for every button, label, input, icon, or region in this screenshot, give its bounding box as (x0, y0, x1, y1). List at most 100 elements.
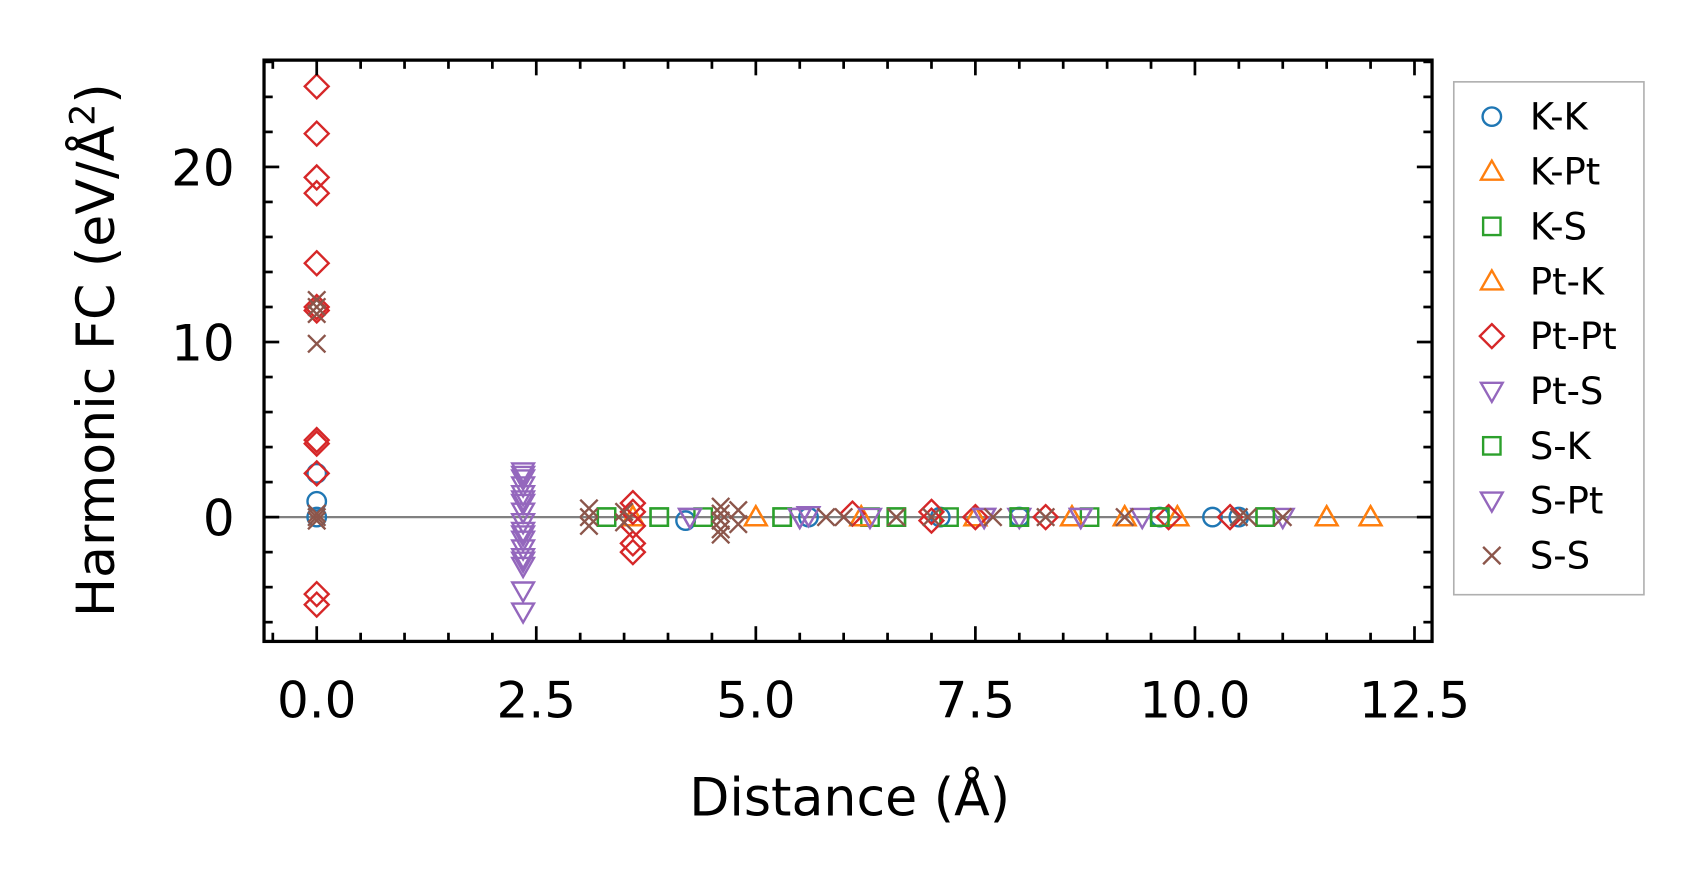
data-point (1238, 507, 1258, 527)
data-point (1216, 503, 1244, 531)
data-point (1255, 507, 1276, 527)
data-point (917, 506, 946, 535)
y-tick-label: 0 (203, 490, 235, 548)
data-point (510, 602, 537, 625)
legend-marker-square-icon (1481, 435, 1502, 456)
data-point (596, 507, 617, 527)
legend-marker-square-icon (1481, 216, 1502, 237)
data-point (742, 503, 769, 527)
x-tick-label: 10.0 (1139, 671, 1250, 729)
data-point (307, 290, 327, 310)
data-point (921, 507, 942, 527)
data-point (303, 426, 331, 454)
data-point (307, 507, 327, 527)
legend-label: S-Pt (1530, 480, 1604, 523)
legend-label: K-K (1530, 96, 1589, 139)
data-point (834, 507, 854, 527)
series-pt-pt (303, 72, 1244, 619)
legend-item-s-k: S-K (1481, 425, 1592, 468)
data-point (510, 556, 537, 580)
data-point (303, 120, 331, 148)
x-axis-label: Distance (Å) (689, 766, 1010, 828)
data-point (307, 334, 327, 354)
data-point (711, 511, 731, 531)
data-point (579, 516, 599, 536)
data-point (711, 497, 731, 517)
data-point (1357, 503, 1384, 527)
x-tick-label: 2.5 (497, 671, 576, 729)
data-point (711, 525, 731, 545)
data-point (1202, 506, 1223, 528)
series-s-k (596, 507, 1276, 527)
data-point (1036, 507, 1056, 527)
legend-label: Pt-Pt (1530, 315, 1617, 358)
data-point (886, 507, 906, 527)
data-point (742, 503, 769, 527)
data-point (303, 163, 331, 192)
legend-marker-triangle-up-icon (1478, 267, 1505, 291)
data-point (579, 507, 599, 527)
series-s-s (307, 290, 1293, 545)
data-point (1129, 507, 1156, 531)
data-point (1111, 503, 1138, 527)
data-point (303, 293, 331, 321)
data-point (510, 551, 537, 575)
data-point (848, 503, 875, 527)
legend-item-s-pt: S-Pt (1478, 480, 1604, 523)
legend-label: S-S (1530, 535, 1590, 578)
data-point (510, 462, 537, 485)
data-point (1357, 503, 1384, 527)
legend-item-pt-s: Pt-S (1478, 370, 1604, 413)
data-point (306, 506, 328, 528)
y-axis-label: Harmonic FC (eV/Å2) (64, 83, 128, 617)
y-tick-label: 10 (171, 314, 235, 372)
data-point (510, 581, 537, 604)
data-point (619, 538, 647, 566)
legend-item-s-s: S-S (1482, 535, 1590, 578)
data-point (306, 462, 328, 484)
legend-item-k-pt: K-Pt (1478, 151, 1600, 194)
legend-label: Pt-K (1530, 260, 1605, 303)
data-point (1313, 503, 1340, 527)
legend-item-k-k: K-K (1481, 96, 1589, 139)
x-tick-label: 5.0 (716, 671, 795, 729)
data-point (649, 507, 670, 527)
data-point (1031, 503, 1060, 531)
axes: 0.0 2.5 5.0 7.5 10.0 12.5 0 10 20 (171, 58, 1470, 729)
legend-label: S-K (1530, 425, 1592, 468)
data-point (303, 249, 331, 277)
data-point (510, 525, 537, 548)
data-point (857, 507, 883, 531)
data-point (614, 512, 634, 532)
data-point (303, 580, 331, 608)
data-point (303, 459, 331, 487)
data-point (962, 503, 989, 527)
data-point (772, 507, 793, 527)
data-point (510, 490, 537, 513)
data-point (886, 507, 907, 527)
legend-label: K-S (1530, 205, 1587, 248)
data-point (693, 507, 714, 527)
data-point (786, 507, 813, 531)
legend-marker-circle-icon (1481, 106, 1503, 128)
legend-marker-triangle-down-icon (1478, 381, 1505, 405)
data-point (1313, 503, 1340, 527)
data-point (1067, 507, 1094, 531)
legend-marker-x-icon (1482, 546, 1502, 566)
data-point (1009, 507, 1030, 527)
data-point (307, 297, 327, 317)
data-point (795, 506, 822, 529)
data-point (579, 498, 599, 518)
legend-label: Pt-S (1530, 370, 1604, 413)
data-point (1164, 503, 1191, 527)
data-point (307, 304, 327, 324)
series-k-k (306, 462, 1250, 532)
x-tick-label: 12.5 (1359, 671, 1470, 729)
data-point (510, 465, 537, 489)
data-point (307, 504, 327, 524)
data-point (303, 591, 331, 619)
data-point (1059, 503, 1085, 527)
data-point (303, 429, 331, 458)
legend-item-pt-pt: Pt-Pt (1478, 315, 1617, 358)
